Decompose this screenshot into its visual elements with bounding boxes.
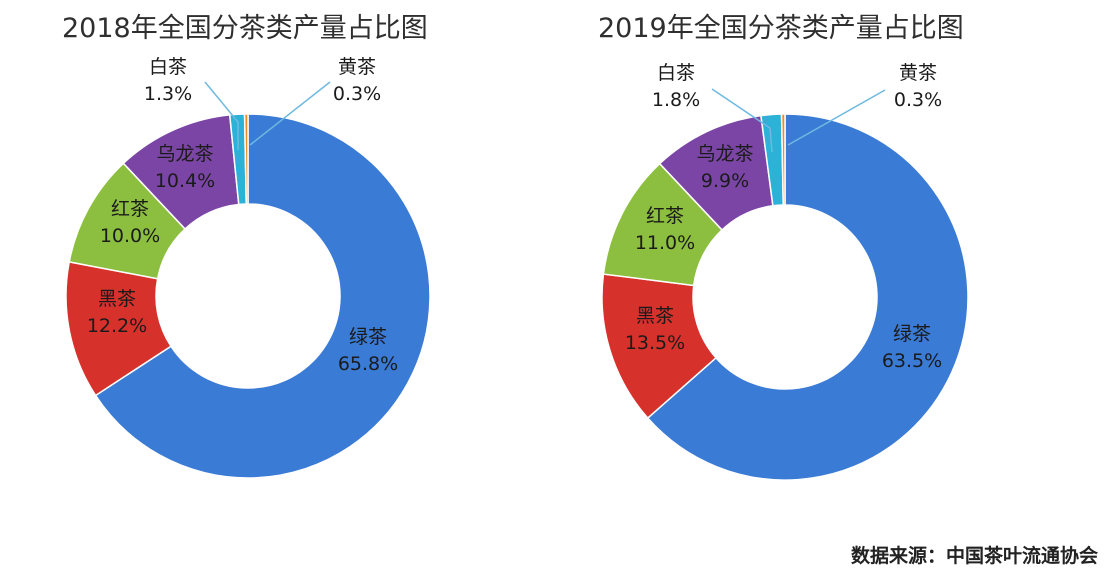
slice-label: 黄茶 xyxy=(338,56,376,78)
slice-percent: 12.2% xyxy=(87,315,147,337)
slice-percent: 10.4% xyxy=(155,170,215,192)
slice-percent: 0.3% xyxy=(333,83,381,105)
chart-title-2019: 2019年全国分茶类产量占比图 xyxy=(598,13,964,44)
donut-slice xyxy=(94,113,431,479)
donut-chart-0: 绿茶 65.8% 黑茶 12.2% 红茶 10.0% 乌龙茶 10.4% 白茶 1.3% 黄茶 0.3… xyxy=(65,56,431,479)
slice-label: 黄茶 xyxy=(899,62,937,84)
donut-chart-1: 绿茶 63.5% 黑茶 13.5% 红茶 11.0% 乌龙茶 9.9% 白茶 1.8% 黄茶 0.3% xyxy=(601,62,969,481)
donut-slice xyxy=(646,113,969,481)
slice-label: 红茶 xyxy=(111,198,149,220)
donut-slice xyxy=(780,113,786,206)
slice-percent: 9.9% xyxy=(701,170,749,192)
leader-line xyxy=(249,81,331,146)
slice-label: 乌龙茶 xyxy=(156,143,213,165)
slice-label: 红茶 xyxy=(646,205,684,227)
leader-line xyxy=(204,81,239,150)
slice-percent: 1.8% xyxy=(652,89,700,111)
slice-percent: 0.3% xyxy=(894,89,942,111)
chart-title-2018: 2018年全国分茶类产量占比图 xyxy=(62,13,428,44)
slice-percent: 63.5% xyxy=(882,350,942,372)
slice-percent: 11.0% xyxy=(635,232,695,254)
slice-percent: 65.8% xyxy=(338,353,398,375)
leader-line xyxy=(787,89,886,146)
slice-label: 乌龙茶 xyxy=(696,143,753,165)
leader-line xyxy=(711,88,773,153)
slice-label: 黑茶 xyxy=(98,288,136,310)
data-source-note: 数据来源：中国茶叶流通协会 xyxy=(850,545,1098,567)
slice-percent: 10.0% xyxy=(100,225,160,247)
slice-percent: 1.3% xyxy=(144,83,192,105)
slice-label: 白茶 xyxy=(149,56,187,78)
donut-slice xyxy=(243,113,249,205)
slice-label: 黑茶 xyxy=(636,305,674,327)
slice-percent: 13.5% xyxy=(625,332,685,354)
slice-label: 绿茶 xyxy=(893,323,931,345)
slice-label: 白茶 xyxy=(657,62,695,84)
slice-label: 绿茶 xyxy=(349,326,387,348)
